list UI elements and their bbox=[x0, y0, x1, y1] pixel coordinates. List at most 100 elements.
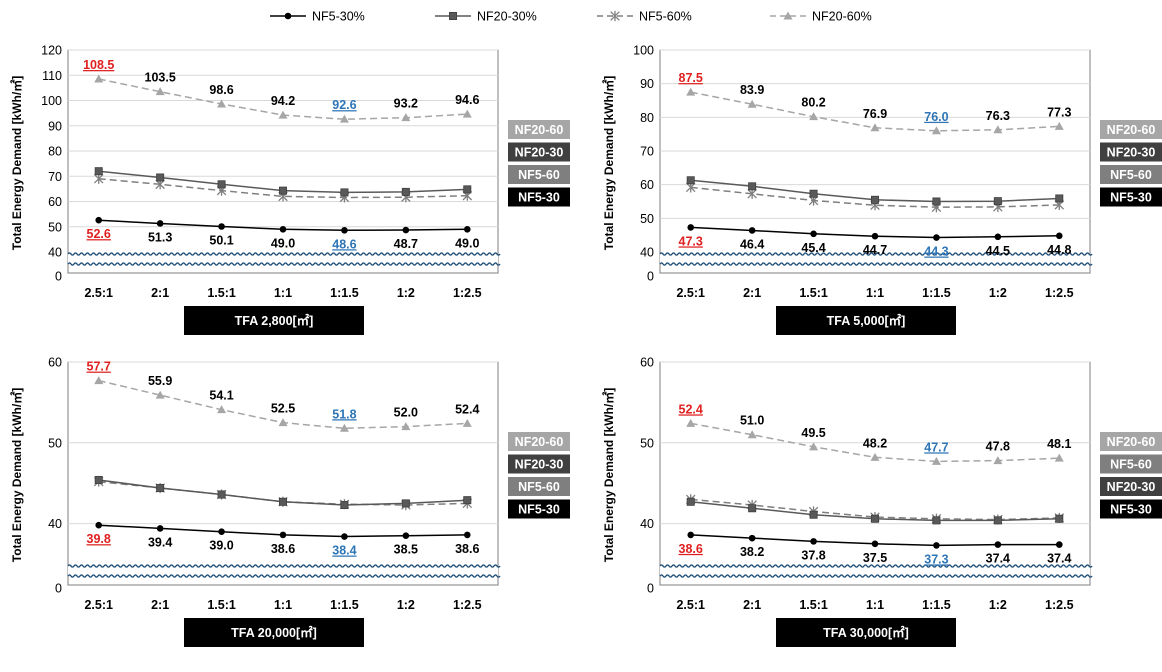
svg-text:NF5-60: NF5-60 bbox=[1110, 458, 1152, 472]
data-point bbox=[748, 504, 757, 513]
data-label: 55.9 bbox=[148, 374, 172, 388]
series-tag-nf5-30: NF5-30 bbox=[1100, 187, 1162, 207]
data-label: 93.2 bbox=[394, 97, 418, 111]
y-tick-label: 100 bbox=[41, 94, 62, 108]
data-point bbox=[217, 405, 227, 414]
data-point bbox=[217, 490, 226, 499]
data-label: 57.7 bbox=[87, 360, 111, 374]
axis-break-wave bbox=[659, 564, 1093, 568]
data-point bbox=[402, 226, 410, 234]
data-label: 38.6 bbox=[455, 542, 479, 556]
y-tick-label-zero: 0 bbox=[55, 582, 62, 596]
y-tick-label: 50 bbox=[640, 212, 654, 226]
data-point bbox=[747, 188, 757, 199]
data-label: 39.0 bbox=[209, 539, 233, 553]
x-tick-label: 2.5:1 bbox=[676, 286, 705, 300]
x-tick-label: 1:2 bbox=[989, 286, 1007, 300]
x-tick-label: 2.5:1 bbox=[676, 598, 705, 612]
data-label: 51.8 bbox=[332, 407, 356, 421]
data-point bbox=[810, 230, 817, 238]
data-label: 52.0 bbox=[394, 406, 418, 420]
legend-marker bbox=[448, 11, 457, 20]
data-point bbox=[1055, 541, 1063, 548]
data-point bbox=[462, 418, 472, 427]
data-label: 98.6 bbox=[209, 83, 233, 97]
data-point bbox=[462, 109, 472, 118]
data-point bbox=[994, 233, 1002, 241]
legend-item-nf5-60: NF5-60% bbox=[597, 10, 692, 24]
data-label: 52.4 bbox=[455, 402, 479, 416]
series-tag-nf5-60: NF5-60 bbox=[508, 165, 570, 184]
series-tag-nf20-60: NF20-60 bbox=[508, 432, 570, 451]
series-tag-nf5-30: NF5-30 bbox=[1100, 499, 1162, 519]
chart-title: TFA 5,000[㎡] bbox=[827, 313, 906, 328]
svg-text:NF5-30: NF5-30 bbox=[518, 191, 560, 205]
data-label: 47.3 bbox=[679, 234, 703, 248]
data-point bbox=[870, 452, 880, 461]
x-tick-label: 2:1 bbox=[151, 286, 169, 300]
data-label: 37.4 bbox=[1047, 552, 1071, 566]
legend-label: NF20-60% bbox=[812, 10, 872, 24]
series-nf5-30: 39.8 39.4 39.0 38.6 38.4 38.5 38.6 bbox=[87, 521, 479, 558]
y-tick-label: 100 bbox=[633, 44, 654, 58]
data-label: 77.3 bbox=[1047, 105, 1071, 119]
data-point bbox=[279, 225, 287, 233]
data-point bbox=[94, 167, 103, 176]
data-label: 38.2 bbox=[740, 545, 764, 559]
data-point bbox=[1055, 194, 1064, 203]
data-point bbox=[933, 234, 940, 241]
svg-text:NF20-60: NF20-60 bbox=[515, 123, 564, 137]
svg-text:NF20-30: NF20-30 bbox=[1107, 146, 1156, 160]
data-point bbox=[686, 418, 696, 427]
series-tag-nf20-30: NF20-30 bbox=[1100, 142, 1162, 162]
data-label: 54.1 bbox=[209, 389, 233, 403]
data-label: 83.9 bbox=[740, 83, 764, 97]
x-tick-label: 1:1.5 bbox=[922, 286, 951, 300]
chart-svg: 40 50 60 0 2.5:1 2:1 1.5:1 1:1 1:1.5 1:2 1:2.5 Tota… bbox=[601, 356, 1162, 647]
x-tick-label: 2:1 bbox=[743, 598, 761, 612]
y-tick-label: 50 bbox=[48, 220, 62, 234]
y-tick-label: 60 bbox=[640, 178, 654, 192]
data-point bbox=[94, 475, 103, 484]
data-point bbox=[156, 484, 165, 493]
data-point bbox=[1054, 121, 1064, 130]
series-tag-nf5-30: NF5-30 bbox=[508, 187, 570, 207]
data-point bbox=[810, 538, 817, 545]
data-point bbox=[687, 224, 695, 231]
data-label: 92.6 bbox=[332, 98, 356, 112]
data-point bbox=[94, 376, 104, 385]
svg-text:NF20-30: NF20-30 bbox=[515, 146, 564, 160]
data-point bbox=[401, 187, 410, 196]
y-tick-label: 50 bbox=[48, 436, 62, 450]
y-tick-label: 60 bbox=[48, 195, 62, 209]
legend-label: NF20-30% bbox=[477, 10, 537, 24]
data-label: 51.0 bbox=[740, 414, 764, 428]
data-point bbox=[339, 423, 349, 432]
legend-marker bbox=[284, 12, 292, 20]
axis-break-band bbox=[68, 254, 498, 264]
data-point bbox=[809, 189, 818, 198]
data-point bbox=[279, 531, 287, 539]
data-label: 80.2 bbox=[801, 96, 825, 110]
data-label: 44.8 bbox=[1047, 243, 1071, 257]
data-point bbox=[95, 216, 103, 224]
data-point bbox=[686, 497, 695, 506]
data-label: 39.8 bbox=[87, 532, 111, 546]
data-point bbox=[932, 516, 941, 525]
x-tick-label: 1:1 bbox=[866, 598, 884, 612]
data-point bbox=[931, 456, 941, 465]
data-label: 45.4 bbox=[801, 241, 825, 255]
svg-text:NF20-60: NF20-60 bbox=[515, 435, 564, 449]
series-tag-nf20-60: NF20-60 bbox=[1100, 432, 1162, 451]
y-tick-label: 50 bbox=[640, 436, 654, 450]
svg-text:NF20-60: NF20-60 bbox=[1107, 435, 1156, 449]
data-label: 44.3 bbox=[924, 245, 948, 259]
data-point bbox=[341, 226, 348, 234]
data-label: 47.8 bbox=[986, 440, 1010, 454]
data-point bbox=[747, 99, 757, 108]
chart-svg: 40 50 60 0 2.5:1 2:1 1.5:1 1:1 1:1.5 1:2 1:2.5 Tota… bbox=[9, 356, 570, 647]
series-nf5-30: 52.6 51.3 50.1 49.0 48.6 48.7 49.0 bbox=[87, 216, 479, 251]
x-tick-label: 1:2.5 bbox=[453, 286, 482, 300]
svg-text:NF5-60: NF5-60 bbox=[518, 480, 560, 494]
data-point bbox=[931, 126, 941, 135]
